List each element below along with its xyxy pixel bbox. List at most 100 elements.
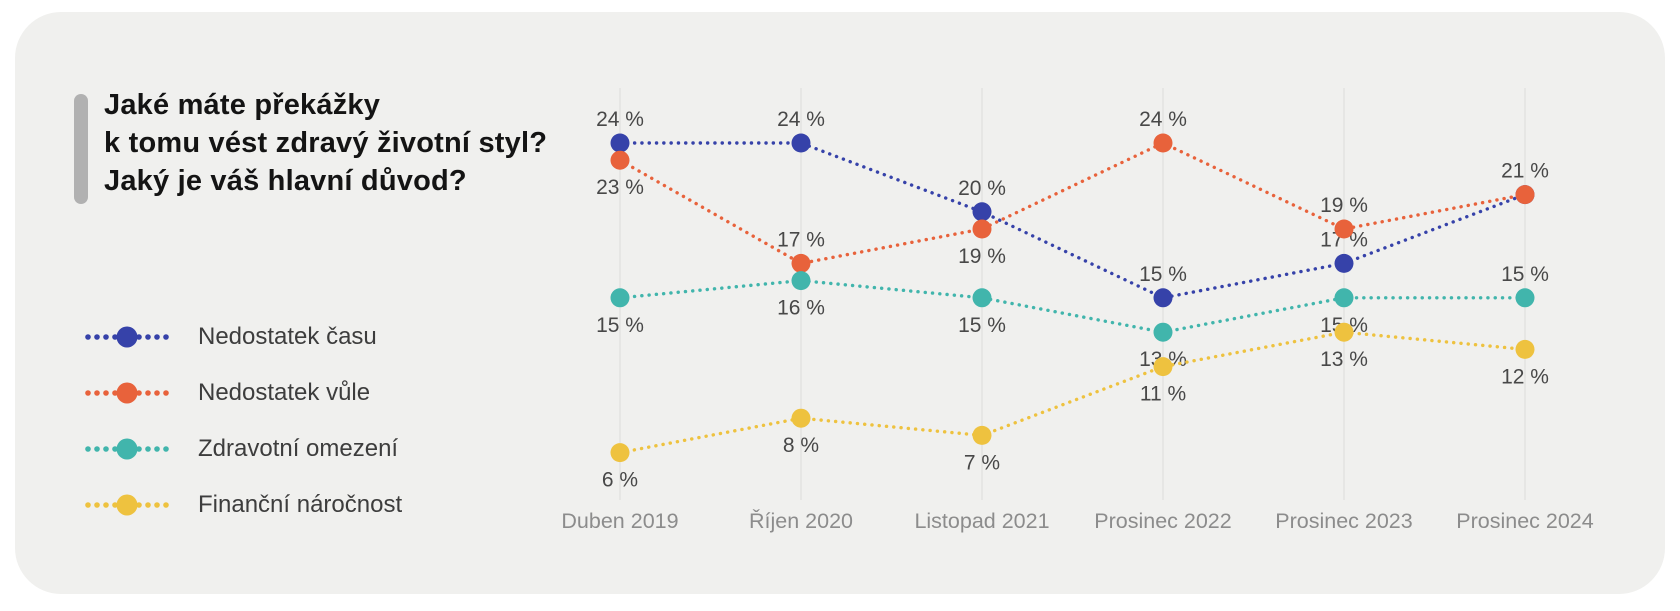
legend-small-dot <box>85 446 91 452</box>
legend-label: Zdravotní omezení <box>198 435 399 462</box>
data-point-label: 20 % <box>958 177 1006 200</box>
x-axis-label: Prosinec 2022 <box>1094 509 1231 533</box>
legend-small-dot <box>163 502 169 508</box>
data-point-marker <box>610 288 630 308</box>
data-point-marker <box>791 253 811 273</box>
chart-title: Jaké máte překážky k tomu vést zdravý ži… <box>104 86 547 200</box>
chart-card <box>15 12 1665 594</box>
data-point-label: 15 % <box>958 314 1006 337</box>
data-point-label: 6 % <box>602 469 638 492</box>
data-point-label: 7 % <box>964 451 1000 474</box>
legend-series-dot <box>116 438 138 460</box>
data-point-marker <box>1153 288 1173 308</box>
data-point-marker <box>1515 288 1535 308</box>
legend-series-dot <box>116 382 138 404</box>
legend-small-dot <box>163 334 169 340</box>
data-point-label: 12 % <box>1501 365 1549 388</box>
data-point-marker <box>610 443 630 463</box>
data-point-marker <box>1334 219 1354 239</box>
legend-small-dot <box>136 446 142 452</box>
legend-small-dot <box>154 334 160 340</box>
legend-small-dot <box>85 390 91 396</box>
legend-small-dot <box>94 390 100 396</box>
data-point-marker <box>1334 253 1354 273</box>
data-point-label: 24 % <box>596 108 644 131</box>
legend-item: Finanční náročnost <box>84 491 403 518</box>
data-point-marker <box>1515 185 1535 205</box>
data-point-label: 21 % <box>1501 160 1549 183</box>
legend-small-dot <box>154 390 160 396</box>
data-point-label: 23 % <box>596 176 644 199</box>
x-axis-label: Listopad 2021 <box>914 509 1049 533</box>
legend-small-dot <box>163 446 169 452</box>
x-axis-label: Prosinec 2024 <box>1456 509 1593 533</box>
legend-small-dot <box>136 334 142 340</box>
data-point-label: 17 % <box>777 228 825 251</box>
series-line <box>618 330 1527 455</box>
title-accent-bar <box>74 94 88 204</box>
legend-small-dot <box>103 502 109 508</box>
data-point-label: 19 % <box>958 245 1006 268</box>
legend-small-dot <box>145 502 151 508</box>
legend-series-dot <box>116 326 138 348</box>
data-point-marker <box>791 133 811 153</box>
data-point-marker <box>791 408 811 428</box>
data-point-marker <box>1334 288 1354 308</box>
legend-small-dot <box>163 390 169 396</box>
legend-dotted-line-icon <box>85 326 169 348</box>
legend-dotted-line-icon <box>85 382 169 404</box>
title-line-2: k tomu vést zdravý životní styl? <box>104 127 548 159</box>
data-point-marker <box>610 150 630 170</box>
data-point-marker <box>1334 322 1354 342</box>
legend-small-dot <box>154 446 160 452</box>
title-line-3: Jaký je váš hlavní důvod? <box>104 165 467 197</box>
legend-small-dot <box>85 334 91 340</box>
x-axis-label: Říjen 2020 <box>749 508 853 533</box>
x-axis-label: Duben 2019 <box>561 509 678 533</box>
legend-small-dot <box>145 334 151 340</box>
data-point-label: 15 % <box>1139 263 1187 286</box>
data-point-marker <box>972 288 992 308</box>
legend-dotted-line-icon <box>85 438 169 460</box>
x-axis-label: Prosinec 2023 <box>1275 509 1412 533</box>
legend-small-dot <box>94 446 100 452</box>
data-point-marker <box>972 219 992 239</box>
data-point-label: 24 % <box>777 108 825 131</box>
data-point-marker <box>1515 339 1535 359</box>
legend-small-dot <box>85 502 91 508</box>
data-point-label: 15 % <box>596 314 644 337</box>
legend-small-dot <box>112 334 118 340</box>
legend-small-dot <box>112 502 118 508</box>
legend-item: Nedostatek času <box>84 323 402 350</box>
data-point-label: 15 % <box>1501 263 1549 286</box>
chart-legend: Nedostatek času Nedostatek vůle Zdravotní … <box>84 323 403 518</box>
data-point-label: 19 % <box>1320 194 1368 217</box>
legend-small-dot <box>136 390 142 396</box>
data-point-label: 24 % <box>1139 108 1187 131</box>
legend-label: Finanční náročnost <box>198 491 403 518</box>
legend-small-dot <box>145 446 151 452</box>
data-point-label: 8 % <box>783 434 819 457</box>
data-point-marker <box>972 425 992 445</box>
legend-label: Nedostatek vůle <box>198 379 371 406</box>
data-point-marker <box>1153 322 1173 342</box>
data-point-marker <box>1153 357 1173 377</box>
legend-item: Zdravotní omezení <box>84 435 402 462</box>
series-line <box>618 141 1527 266</box>
legend-small-dot <box>103 390 109 396</box>
data-point-label: 16 % <box>777 297 825 320</box>
legend-small-dot <box>136 502 142 508</box>
data-point-label: 17 % <box>1320 228 1368 251</box>
legend-small-dot <box>103 446 109 452</box>
legend-dotted-line-icon <box>85 494 169 516</box>
legend-small-dot <box>103 334 109 340</box>
data-point-label: 11 % <box>1140 383 1186 406</box>
data-point-marker <box>610 133 630 153</box>
data-point-marker <box>791 271 811 291</box>
data-point-marker <box>972 202 992 222</box>
legend-small-dot <box>94 334 100 340</box>
legend-small-dot <box>145 390 151 396</box>
series-line <box>618 278 1527 334</box>
series-line <box>618 141 1527 300</box>
